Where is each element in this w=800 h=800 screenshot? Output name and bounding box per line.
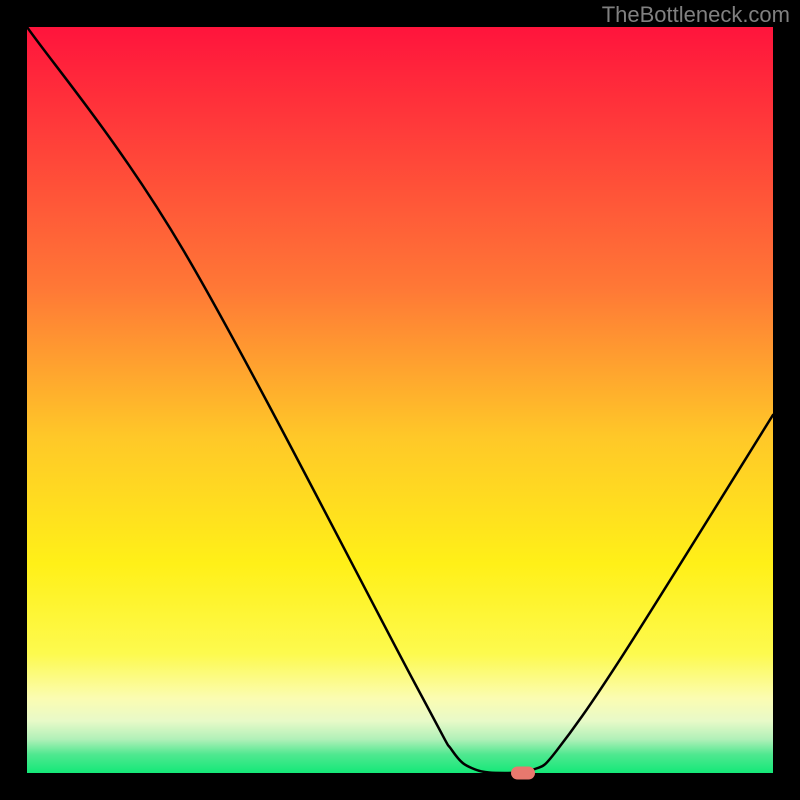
chart-plot-area: [27, 27, 773, 773]
curve-path: [27, 27, 773, 773]
bottleneck-curve: [27, 27, 773, 773]
optimal-marker: [511, 767, 535, 780]
watermark-text: TheBottleneck.com: [602, 2, 790, 28]
